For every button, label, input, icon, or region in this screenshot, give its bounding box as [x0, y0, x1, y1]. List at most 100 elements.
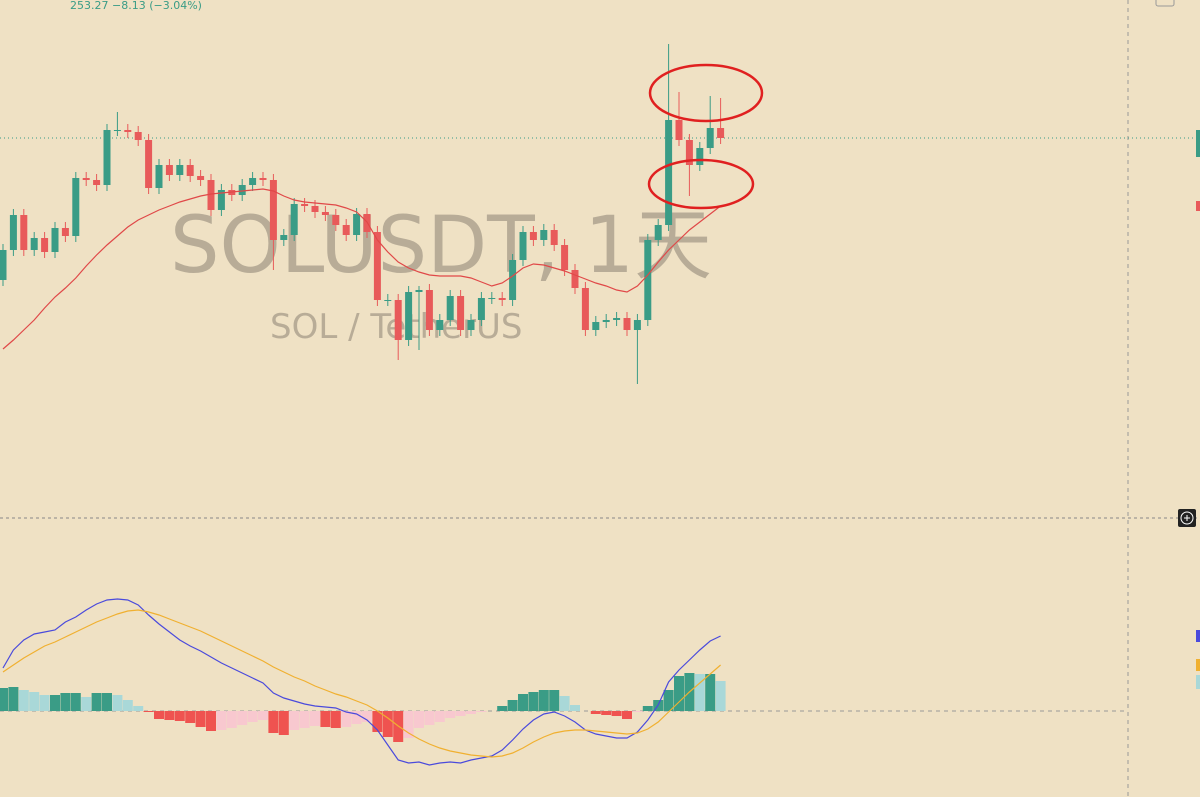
histogram-bar — [372, 711, 383, 732]
candle-body — [0, 250, 7, 280]
candle-body — [467, 320, 475, 330]
candle-body — [342, 225, 350, 235]
price-change: 253.27 −8.13 (−3.04%) — [70, 0, 202, 12]
highlight-ellipse — [648, 63, 764, 123]
ma-marker — [1196, 201, 1200, 211]
candle-body — [477, 298, 485, 320]
candle-body — [509, 260, 517, 300]
candle-body — [498, 298, 506, 300]
candle-body — [186, 165, 194, 176]
candle-body — [124, 130, 132, 132]
settings-button[interactable] — [1155, 0, 1175, 7]
candle-body — [269, 180, 277, 240]
histogram-bar — [50, 695, 60, 711]
histogram-bar — [476, 711, 487, 712]
candle-body — [519, 232, 527, 260]
histogram-bar — [143, 711, 154, 712]
candle-body — [696, 148, 704, 165]
histogram-bar — [70, 693, 81, 711]
candle-body — [405, 292, 413, 340]
histogram-bar — [632, 711, 643, 712]
candle-body — [436, 320, 444, 330]
histogram-bar — [601, 711, 612, 715]
histogram-bar — [424, 711, 435, 725]
price-marker — [1196, 130, 1200, 157]
macd-marker — [1196, 630, 1200, 642]
histogram-bar — [289, 711, 300, 730]
add-icon — [1180, 511, 1194, 525]
histogram-bar — [705, 674, 716, 711]
histogram-bar — [206, 711, 216, 731]
highlight-ellipse — [647, 158, 755, 210]
candle-body — [529, 232, 537, 240]
candle-body — [706, 128, 714, 148]
candle-body — [613, 318, 621, 320]
histogram-bar — [528, 692, 539, 711]
candle-body — [425, 290, 433, 330]
candle-body — [72, 178, 80, 236]
histogram-bar — [268, 711, 279, 733]
histogram-bar — [112, 695, 123, 711]
candle-body — [41, 238, 49, 252]
histogram-bar — [403, 711, 414, 738]
candle-body — [373, 232, 381, 300]
candle-body — [197, 176, 205, 180]
watermark-title: SOLUSDT, 1天 — [170, 201, 712, 291]
candle-body — [113, 130, 121, 131]
histogram-bar — [320, 711, 331, 727]
candle-body — [9, 215, 17, 250]
hist-marker — [1196, 675, 1200, 689]
histogram-bar — [8, 687, 19, 711]
candle-body — [249, 178, 257, 185]
histogram-bar — [466, 711, 476, 714]
add-button[interactable] — [1178, 509, 1196, 527]
histogram-bar — [362, 711, 372, 722]
histogram-bar — [29, 692, 40, 711]
candle-body — [571, 270, 579, 288]
histogram-bar — [611, 711, 622, 716]
histogram-bar — [674, 676, 684, 711]
candle-body — [321, 212, 329, 215]
candle-body — [290, 204, 298, 235]
histogram-bar — [102, 693, 112, 711]
macd-line — [2, 598, 721, 766]
candle-body — [280, 235, 288, 240]
candle-body — [561, 245, 569, 270]
candle-body — [20, 215, 28, 250]
histogram-bar — [663, 690, 674, 711]
histogram-bar — [122, 700, 133, 711]
candle-body — [82, 178, 90, 180]
candle-body — [176, 165, 184, 175]
candle-body — [540, 230, 548, 240]
candle-body — [675, 120, 683, 140]
histogram-bar — [60, 693, 71, 711]
candle-body — [61, 228, 69, 236]
histogram-bar — [351, 711, 362, 724]
histogram-bar — [538, 690, 549, 711]
histogram-bar — [133, 706, 144, 711]
candle-body — [685, 140, 693, 165]
candle-body — [207, 180, 215, 210]
candle-body — [602, 320, 610, 322]
histogram-bar — [445, 711, 456, 718]
candle-body — [644, 240, 652, 320]
histogram-bar — [39, 695, 50, 711]
histogram-bar — [570, 705, 580, 711]
candle-body — [134, 132, 142, 140]
candle-body — [457, 296, 465, 330]
candle-body — [165, 165, 173, 175]
histogram-bar — [549, 690, 560, 711]
candle-body — [217, 190, 225, 210]
histogram-bar — [622, 711, 632, 719]
candle-body — [623, 318, 631, 330]
candle-body — [155, 165, 163, 188]
histogram-bar — [164, 711, 175, 720]
candle-body — [145, 140, 153, 188]
histogram-bar — [258, 711, 268, 720]
histogram-bar — [247, 711, 258, 722]
candle-body — [301, 204, 309, 206]
histogram-bar — [642, 706, 653, 711]
candle-body — [238, 185, 246, 195]
candle-body — [654, 225, 662, 240]
histogram-bar — [694, 674, 705, 711]
